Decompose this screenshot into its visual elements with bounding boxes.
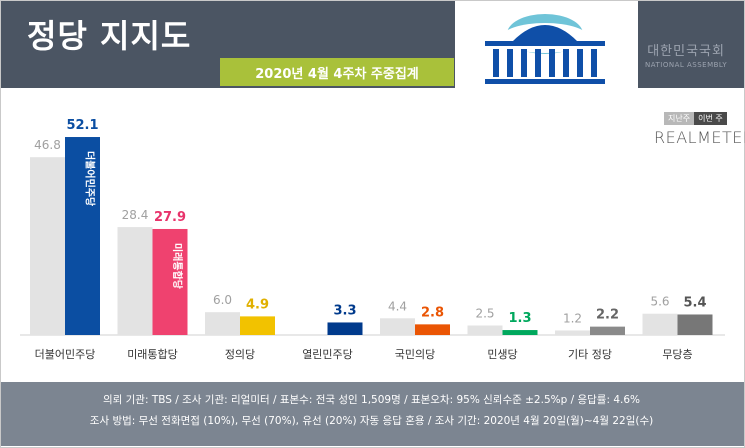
value-label-current-0: 52.1 bbox=[66, 118, 98, 133]
bar-current-6 bbox=[590, 326, 625, 335]
assembly-wordmark: 대한민국국회 NATIONAL ASSEMBLY bbox=[645, 40, 727, 69]
survey-period-banner: 2020년 4월 4주차 주중집계 bbox=[220, 58, 454, 86]
value-label-prev-7: 5.6 bbox=[650, 295, 669, 309]
value-label-prev-1: 28.4 bbox=[122, 208, 149, 222]
legend-this-week: 이번 주 bbox=[694, 112, 727, 125]
value-label-prev-6: 1.2 bbox=[563, 311, 582, 325]
category-label-7: 무당층 bbox=[662, 348, 692, 361]
bar-prev-0 bbox=[30, 157, 65, 335]
assembly-name-en: NATIONAL ASSEMBLY bbox=[645, 61, 728, 69]
value-label-prev-4: 4.4 bbox=[388, 299, 407, 313]
bar-current-7 bbox=[677, 314, 713, 335]
bar-prev-7 bbox=[642, 313, 678, 335]
value-label-current-1: 27.9 bbox=[154, 210, 186, 225]
bar-party-label-1: 미래통합당 bbox=[171, 243, 184, 290]
bar-current-5 bbox=[502, 330, 538, 335]
footer-bar bbox=[1, 382, 744, 446]
value-label-prev-0: 46.8 bbox=[34, 138, 61, 152]
bar-current-3 bbox=[327, 322, 363, 335]
value-label-current-3: 3.3 bbox=[333, 303, 356, 318]
category-label-0: 더불어민주당 bbox=[35, 348, 96, 361]
bar-prev-6 bbox=[555, 330, 590, 335]
bar-prev-4 bbox=[380, 318, 415, 335]
assembly-name-kr: 대한민국국회 bbox=[647, 44, 725, 59]
page-title: 정당 지지도 bbox=[27, 17, 192, 55]
value-label-current-4: 2.8 bbox=[421, 305, 444, 320]
assembly-logo-panel bbox=[455, 1, 638, 88]
assembly-building-icon bbox=[485, 14, 605, 84]
bar-prev-1 bbox=[117, 227, 153, 335]
value-label-current-2: 4.9 bbox=[246, 297, 269, 312]
bar-prev-5 bbox=[467, 325, 503, 335]
value-label-prev-5: 2.5 bbox=[475, 307, 494, 321]
category-label-1: 미래통합당 bbox=[127, 348, 178, 361]
value-label-current-5: 1.3 bbox=[508, 311, 531, 326]
category-label-4: 국민의당 bbox=[395, 348, 435, 361]
survey-info-line-2: 조사 방법: 무선 전화면접 (10%), 무선 (70%), 유선 (20%)… bbox=[89, 415, 654, 427]
bar-current-0 bbox=[65, 137, 100, 335]
bar-party-label-0: 더불어민주당 bbox=[84, 151, 97, 207]
bar-current-2 bbox=[240, 316, 275, 335]
survey-info-line-1: 의뢰 기관: TBS / 조사 기관: 리얼미터 / 표본수: 전국 성인 1,… bbox=[102, 394, 641, 406]
value-label-prev-2: 6.0 bbox=[213, 293, 232, 307]
value-label-current-7: 5.4 bbox=[683, 295, 706, 310]
legend: 지난주 이번 주 bbox=[664, 112, 727, 125]
value-label-current-6: 2.2 bbox=[596, 308, 619, 323]
legend-prev-week: 지난주 bbox=[664, 112, 695, 125]
category-label-2: 정의당 bbox=[225, 348, 255, 361]
bar-prev-2 bbox=[205, 312, 240, 335]
category-label-5: 민생당 bbox=[487, 348, 517, 361]
brand-logo: REALMETER bbox=[654, 128, 745, 147]
bar-current-4 bbox=[415, 324, 450, 335]
category-label-3: 열린민주당 bbox=[302, 348, 353, 361]
category-label-6: 기타 정당 bbox=[568, 348, 612, 361]
bar-current-1 bbox=[152, 228, 188, 335]
